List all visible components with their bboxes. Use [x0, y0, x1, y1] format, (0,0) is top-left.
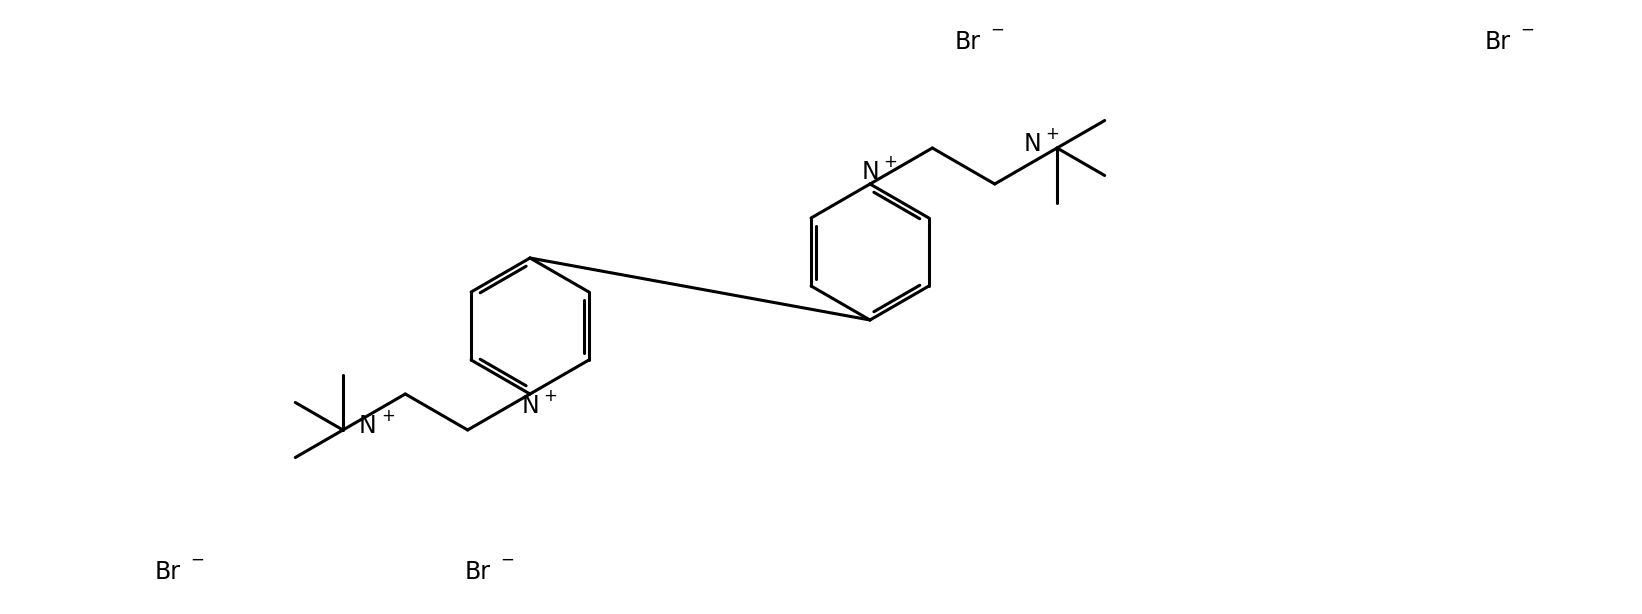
Text: −: − [190, 551, 204, 569]
Text: +: + [883, 153, 897, 171]
Text: N: N [1023, 132, 1041, 156]
Text: $\mathregular{N}$: $\mathregular{N}$ [521, 394, 539, 418]
Text: +: + [544, 387, 557, 405]
Text: Br: Br [465, 560, 491, 584]
Text: −: − [501, 551, 514, 569]
Text: Br: Br [1484, 30, 1511, 54]
Text: $\mathregular{N}$: $\mathregular{N}$ [862, 160, 878, 184]
Text: −: − [1520, 21, 1534, 39]
Text: +: + [381, 407, 394, 425]
Text: Br: Br [956, 30, 980, 54]
Text: Br: Br [154, 560, 181, 584]
Text: N: N [360, 414, 376, 438]
Text: −: − [990, 21, 1003, 39]
Text: +: + [1044, 125, 1059, 143]
